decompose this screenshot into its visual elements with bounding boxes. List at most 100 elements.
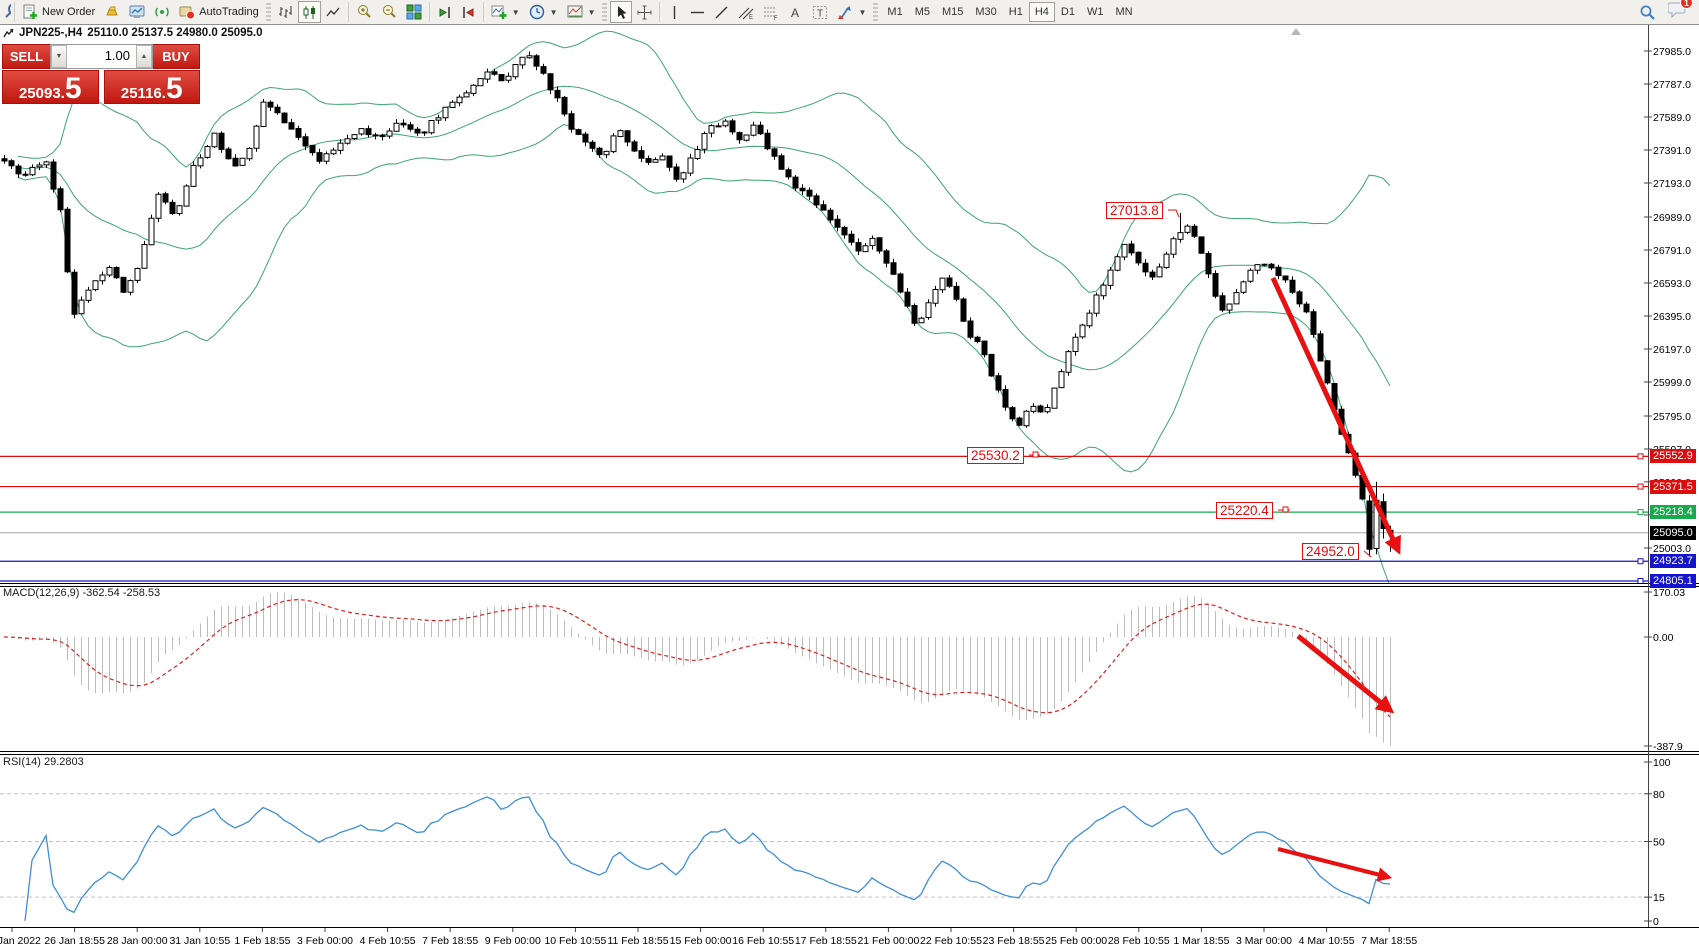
autotrading-label: AutoTrading bbox=[199, 6, 259, 18]
timeframe-m15-button[interactable]: M15 bbox=[936, 2, 969, 22]
chart-symbol-header: JPN225-,H4 25110.0 25137.5 24980.0 25095… bbox=[3, 27, 263, 39]
new-order-button[interactable]: New Order bbox=[18, 1, 99, 23]
time-axis-label: 23 Feb 18:55 bbox=[983, 935, 1045, 947]
volume-decrease-button[interactable]: ▼ bbox=[51, 45, 67, 68]
time-axis-label: 15 Feb 00:00 bbox=[670, 935, 732, 947]
toolbar-grip bbox=[873, 3, 879, 21]
sell-price-int: 25093 bbox=[18, 85, 61, 102]
timeframe-m30-button[interactable]: M30 bbox=[969, 2, 1002, 22]
volume-spinner: ▼ 1.00 ▲ bbox=[50, 44, 153, 69]
toolbar-grip bbox=[602, 3, 608, 21]
timeframe-m1-button[interactable]: M1 bbox=[881, 2, 908, 22]
time-axis-label: 10 Feb 10:55 bbox=[544, 935, 606, 947]
cursor-icon bbox=[618, 5, 627, 19]
buy-price-frac: 5 bbox=[165, 72, 183, 105]
toolbar-grip bbox=[265, 3, 271, 21]
templates-button[interactable]: ▼ bbox=[563, 1, 600, 23]
rsi-indicator-label: RSI(14) 29.2803 bbox=[3, 756, 84, 768]
rsi-axis-tick: 100 bbox=[1653, 757, 1671, 769]
macd-axis-tick: -387.9 bbox=[1653, 741, 1683, 753]
text-icon: A bbox=[791, 6, 799, 20]
price-axis-tick: 26197.0 bbox=[1653, 344, 1691, 356]
time-axis-label: 7 Feb 18:55 bbox=[422, 935, 478, 947]
axis-price-badge: 25218.4 bbox=[1650, 505, 1696, 520]
indicators-button[interactable]: ▼ bbox=[487, 1, 524, 23]
chart-shift-icon bbox=[462, 6, 474, 18]
auto-scroll-button[interactable] bbox=[433, 1, 456, 23]
toolbar-separator bbox=[659, 2, 661, 22]
line-anchor-square bbox=[1637, 577, 1644, 584]
time-axis-label: 3 Feb 00:00 bbox=[297, 935, 353, 947]
autotrading-button[interactable]: AutoTrading bbox=[175, 1, 263, 23]
volume-input[interactable]: 1.00 bbox=[104, 48, 130, 63]
sell-button[interactable]: SELL bbox=[2, 44, 50, 69]
sell-price-display[interactable]: 25093. 5 bbox=[2, 70, 99, 104]
fibonacci-tool-button[interactable]: F bbox=[759, 1, 783, 23]
gold-icon-button[interactable] bbox=[100, 1, 124, 23]
crosshair-tool-button[interactable] bbox=[633, 1, 656, 23]
zoom-in-button[interactable] bbox=[352, 1, 376, 23]
auto-scroll-icon bbox=[439, 6, 450, 18]
signal-icon-button[interactable] bbox=[150, 1, 174, 23]
time-axis-label: 9 Feb 00:00 bbox=[485, 935, 541, 947]
toolbar-separator bbox=[14, 2, 15, 22]
buy-button[interactable]: BUY bbox=[153, 44, 200, 69]
volume-increase-button[interactable]: ▲ bbox=[136, 45, 152, 68]
dropdown-caret: ▼ bbox=[511, 7, 520, 17]
price-annotation[interactable]: 27013.8 bbox=[1106, 202, 1163, 219]
clipped-toolbar-icon[interactable] bbox=[2, 1, 11, 23]
timeframe-d1-button[interactable]: D1 bbox=[1055, 2, 1081, 22]
text-tool-button[interactable]: A bbox=[784, 1, 807, 23]
new-order-label: New Order bbox=[42, 6, 96, 18]
cursor-tool-button[interactable] bbox=[610, 1, 633, 23]
price-annotation[interactable]: 24952.0 bbox=[1302, 543, 1359, 560]
axis-price-badge: 24805.1 bbox=[1650, 573, 1696, 588]
search-button[interactable] bbox=[1635, 1, 1660, 23]
zoom-in-icon bbox=[357, 5, 371, 18]
label-tool-button[interactable]: T bbox=[808, 1, 832, 23]
line-chart-button[interactable] bbox=[322, 1, 345, 23]
axis-price-badge: 25095.0 bbox=[1650, 525, 1696, 540]
vertical-line-tool-button[interactable] bbox=[663, 1, 685, 23]
chart-shift-button[interactable] bbox=[457, 1, 480, 23]
autotrading-icon bbox=[179, 6, 196, 20]
terminal-icon-button[interactable] bbox=[125, 1, 149, 23]
zoom-out-icon bbox=[382, 5, 396, 18]
time-axis-label: 11 Feb 18:55 bbox=[607, 935, 668, 947]
search-icon bbox=[1640, 5, 1655, 20]
price-annotation[interactable]: 25530.2 bbox=[967, 447, 1024, 464]
trendline-tool-button[interactable] bbox=[710, 1, 733, 23]
price-annotation[interactable]: 25220.4 bbox=[1216, 502, 1273, 519]
timeframe-h1-button[interactable]: H1 bbox=[1003, 2, 1029, 22]
price-axis-tick: 27193.0 bbox=[1653, 178, 1691, 190]
chat-button[interactable]: 1 bbox=[1667, 0, 1693, 23]
time-axis-label: 31 Jan 10:55 bbox=[169, 935, 230, 947]
zoom-out-button[interactable] bbox=[377, 1, 401, 23]
candlestick-chart-button[interactable] bbox=[297, 1, 321, 23]
arrows-icon bbox=[838, 5, 852, 19]
timeframe-h4-button[interactable]: H4 bbox=[1028, 2, 1055, 22]
horizontal-line-tool-button[interactable] bbox=[686, 1, 709, 23]
bar-chart-button[interactable] bbox=[274, 1, 297, 23]
timeframe-m5-button[interactable]: M5 bbox=[909, 2, 936, 22]
indicators-icon bbox=[491, 5, 507, 19]
periods-button[interactable]: ▼ bbox=[525, 1, 562, 23]
timeframe-mn-button[interactable]: MN bbox=[1109, 2, 1138, 22]
tile-windows-button[interactable] bbox=[402, 1, 426, 23]
toolbar-separator bbox=[428, 2, 430, 22]
timeframe-w1-button[interactable]: W1 bbox=[1081, 2, 1110, 22]
trend-arrow bbox=[1277, 847, 1393, 882]
time-axis-label: 25 Feb 00:00 bbox=[1045, 935, 1107, 947]
sell-price-dot: . bbox=[60, 85, 65, 102]
rsi-axis-tick: 15 bbox=[1653, 892, 1665, 904]
signal-icon bbox=[155, 7, 169, 17]
new-order-icon bbox=[23, 4, 37, 19]
buy-price-display[interactable]: 25116. 5 bbox=[103, 70, 200, 105]
toolbar: New Order AutoTrading bbox=[0, 0, 1699, 25]
price-axis-tick: 27985.0 bbox=[1653, 46, 1691, 58]
arrows-tool-button[interactable]: ▼ bbox=[833, 1, 870, 23]
time-axis-label: 1 Feb 18:55 bbox=[234, 935, 290, 947]
price-axis-tick: 25003.0 bbox=[1653, 543, 1691, 555]
channel-tool-button[interactable]: E bbox=[734, 1, 758, 23]
